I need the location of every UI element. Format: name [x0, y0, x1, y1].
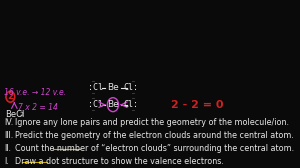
Text: III.: III. — [4, 131, 13, 140]
Text: ··: ·· — [91, 96, 95, 101]
Text: ··: ·· — [131, 108, 135, 113]
Text: :Cl: :Cl — [88, 83, 103, 92]
Text: 16 v.e. → 12 v.e.: 16 v.e. → 12 v.e. — [4, 88, 66, 97]
Text: ··: ·· — [131, 96, 135, 101]
Text: 2 - 2 = 0: 2 - 2 = 0 — [171, 100, 224, 110]
Text: Be: Be — [107, 100, 119, 109]
Text: ··: ·· — [91, 79, 95, 84]
Text: Cl:: Cl: — [123, 100, 138, 109]
Text: Count the number of “electron clouds” surrounding the central atom.: Count the number of “electron clouds” su… — [15, 143, 294, 153]
Text: 2: 2 — [19, 112, 23, 117]
Text: Draw a dot structure to show the valence electrons.: Draw a dot structure to show the valence… — [15, 157, 224, 165]
Text: Cl:: Cl: — [123, 83, 138, 92]
Text: II.: II. — [4, 143, 11, 153]
Text: 2: 2 — [7, 92, 14, 101]
Text: ··: ·· — [131, 79, 135, 84]
Text: Ignore any lone pairs and predict the geometry of the molecule/ion.: Ignore any lone pairs and predict the ge… — [15, 118, 289, 127]
Text: IV.: IV. — [4, 118, 13, 127]
Text: :Cl: :Cl — [88, 100, 103, 109]
Text: Predict the geometry of the electron clouds around the central atom.: Predict the geometry of the electron clo… — [15, 131, 294, 140]
Text: ··: ·· — [131, 91, 135, 96]
Text: ··: ·· — [91, 108, 95, 113]
Text: Be: Be — [107, 83, 119, 92]
Text: BeCl: BeCl — [6, 110, 25, 119]
Text: I.: I. — [4, 157, 9, 165]
Text: 7 x 2 = 14: 7 x 2 = 14 — [17, 103, 57, 112]
Text: ··: ·· — [91, 91, 95, 96]
